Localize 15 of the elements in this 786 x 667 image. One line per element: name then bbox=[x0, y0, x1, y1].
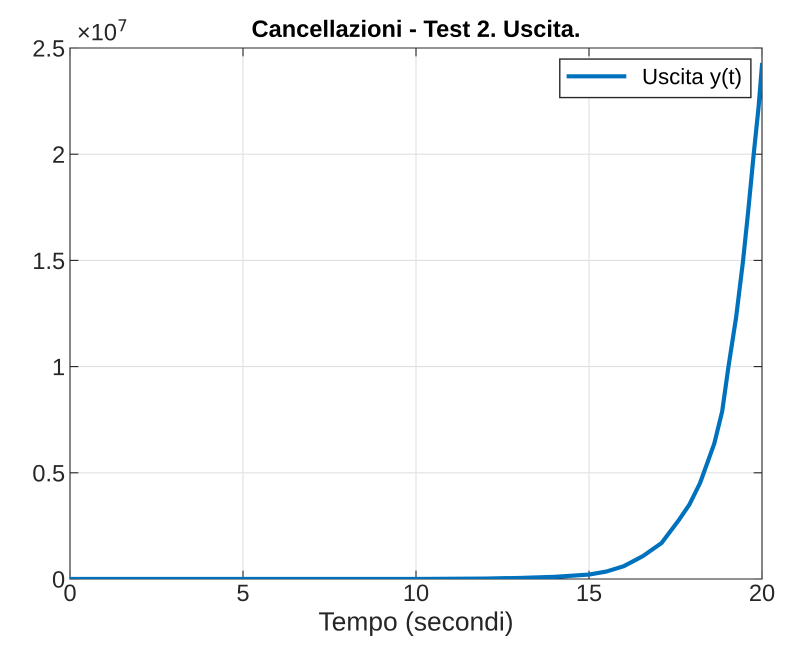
x-tick-label: 10 bbox=[404, 584, 428, 602]
x-tick-label: 5 bbox=[237, 584, 249, 602]
y-tick-label: 1 bbox=[54, 358, 64, 376]
y-tick-label: 2 bbox=[53, 146, 64, 163]
legend-label: Uscita y(t) bbox=[644, 68, 741, 89]
x-tick-label: 15 bbox=[578, 584, 602, 602]
y-tick-label: 0.5 bbox=[33, 464, 64, 482]
x-axis-title: Tempo (secondi) bbox=[319, 611, 512, 636]
x-tick-label: 20 bbox=[750, 584, 774, 602]
text: ×10$^{7}$ bbox=[78, 19, 126, 41]
y-tick-label: 1.5 bbox=[34, 252, 64, 270]
y-tick-label: 2.5 bbox=[34, 40, 64, 57]
x-tick-label: 0 bbox=[64, 584, 76, 602]
y-tick-label: 0 bbox=[52, 571, 64, 588]
chart-title: Cancellazioni - Test 2. Uscita. bbox=[252, 20, 579, 38]
